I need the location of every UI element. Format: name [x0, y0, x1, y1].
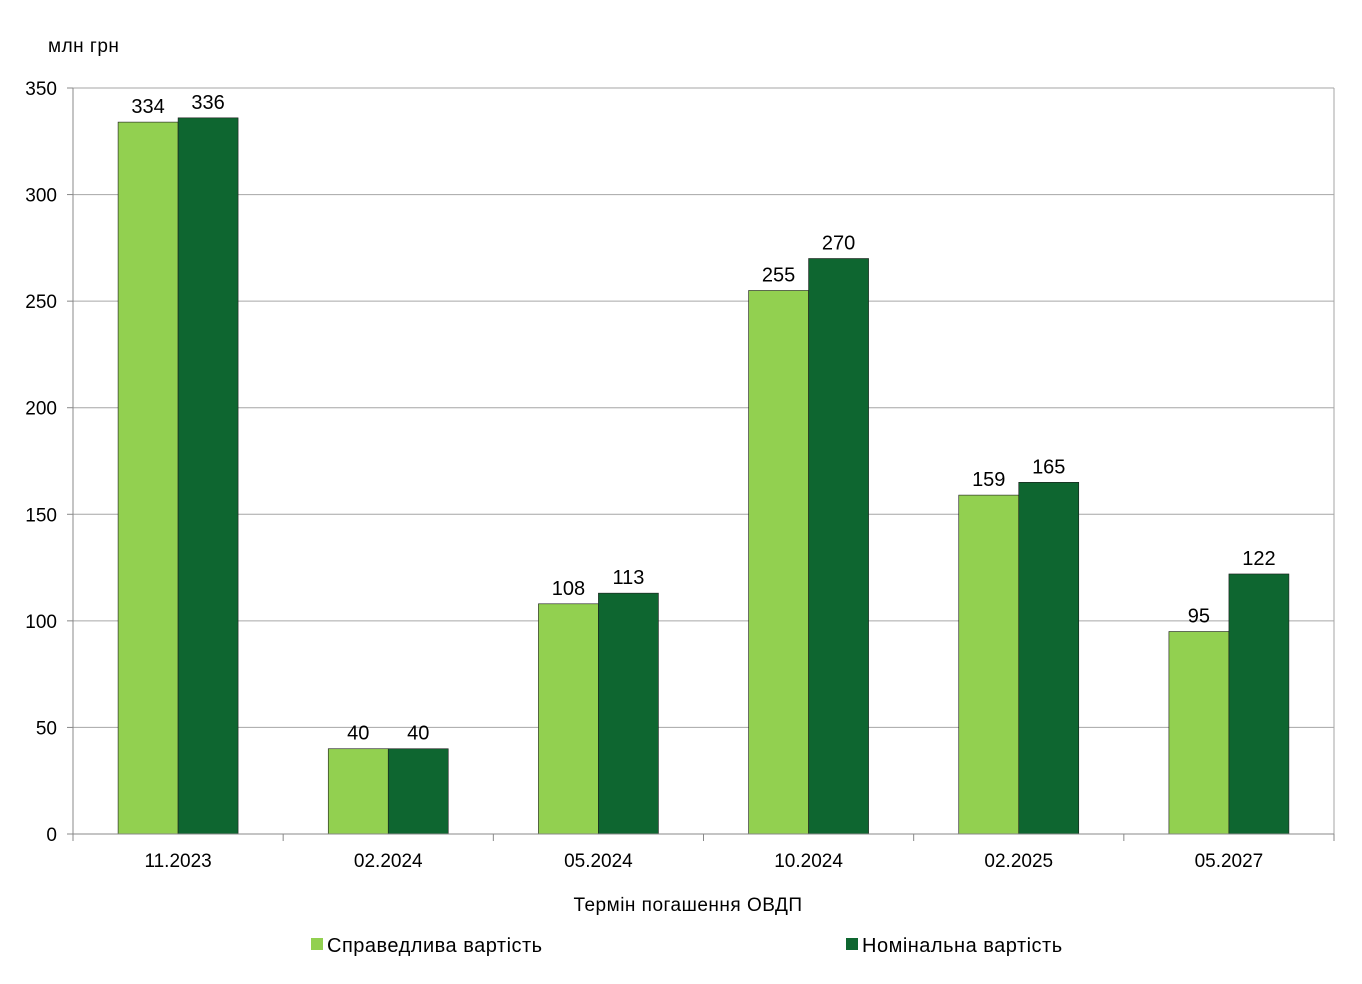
- bar-nominal-value: [387, 748, 449, 835]
- bar-fair-value: [748, 290, 809, 835]
- bar-nominal-value: [1018, 482, 1080, 835]
- bar-fair-value: [327, 748, 389, 835]
- data-label: 95: [1188, 606, 1210, 628]
- legend: Справедлива вартість Номінальна вартість: [311, 935, 1063, 957]
- data-label: 270: [822, 233, 855, 255]
- bars: [117, 117, 1290, 835]
- x-axis-ticks: 11.2023 02.2024 05.2024 10.2024 02.2025 05.20…: [72, 834, 1335, 872]
- bar-nominal-value: [808, 258, 869, 835]
- data-label: 122: [1242, 548, 1275, 570]
- y-tick-label: 300: [25, 186, 57, 207]
- y-tick-label: 350: [25, 79, 57, 100]
- y-tick-label: 50: [36, 718, 57, 739]
- bar-nominal-value: [177, 117, 239, 835]
- x-tick-label: 02.2024: [354, 851, 423, 872]
- data-label: 255: [762, 264, 795, 286]
- x-tick-label: 05.2027: [1195, 851, 1264, 872]
- data-labels: 334 336 40 40 108 113 255 270 159 165 95 122: [131, 92, 1275, 745]
- bar-nominal-value: [1228, 573, 1290, 835]
- y-tick-label: 0: [46, 825, 57, 846]
- x-tick-label: 02.2025: [984, 851, 1053, 872]
- bar-fair-value: [117, 121, 179, 835]
- data-label: 40: [347, 723, 369, 745]
- y-axis-title: млн грн: [48, 36, 119, 57]
- bar-fair-value: [1168, 631, 1230, 835]
- y-tick-label: 200: [25, 399, 57, 420]
- gridlines: [73, 87, 1335, 834]
- data-label: 40: [407, 723, 429, 745]
- legend-label: Номінальна вартість: [862, 935, 1063, 957]
- y-axis-ticks: 0 50 100 150 200 250 300 350: [25, 79, 73, 846]
- data-label: 113: [612, 567, 644, 589]
- bar-nominal-value: [598, 592, 659, 835]
- data-label: 334: [131, 96, 164, 118]
- x-axis-title: Термін погашення ОВДП: [573, 895, 802, 916]
- data-label: 159: [972, 469, 1005, 491]
- y-tick-label: 250: [25, 292, 57, 313]
- y-tick-label: 150: [25, 505, 57, 526]
- y-tick-label: 100: [25, 612, 57, 633]
- data-label: 165: [1032, 456, 1065, 478]
- bar-fair-value: [958, 494, 1020, 835]
- legend-label: Справедлива вартість: [327, 935, 543, 957]
- legend-swatch: [311, 938, 323, 950]
- axes: [72, 88, 1334, 835]
- x-tick-label: 11.2023: [144, 851, 211, 872]
- x-tick-label: 10.2024: [774, 851, 843, 872]
- data-label: 108: [552, 578, 585, 600]
- data-label: 336: [191, 92, 224, 114]
- x-tick-label: 05.2024: [564, 851, 633, 872]
- bar-fair-value: [538, 603, 599, 835]
- legend-swatch: [846, 938, 858, 950]
